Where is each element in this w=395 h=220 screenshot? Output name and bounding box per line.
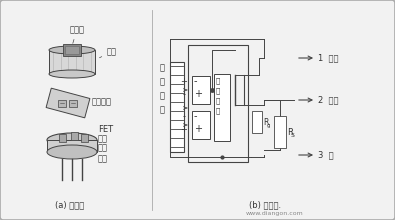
Ellipse shape xyxy=(49,70,95,78)
Text: S: S xyxy=(291,132,295,138)
Bar xyxy=(170,62,184,152)
Text: (b) 电路图.: (b) 电路图. xyxy=(249,200,281,209)
Bar xyxy=(274,116,286,148)
Bar xyxy=(49,50,95,74)
Bar xyxy=(70,132,77,140)
Text: 射: 射 xyxy=(160,105,164,114)
Text: 2  源级: 2 源级 xyxy=(318,95,339,104)
Bar xyxy=(69,99,77,106)
Text: 1  漏级: 1 漏级 xyxy=(318,53,339,62)
Text: 管帽: 管帽 xyxy=(100,47,117,58)
Text: 3  地: 3 地 xyxy=(318,150,334,160)
Ellipse shape xyxy=(47,145,97,159)
Text: +: + xyxy=(194,124,202,134)
Text: 辐: 辐 xyxy=(160,91,164,100)
Text: 高: 高 xyxy=(216,77,220,84)
Text: +: + xyxy=(181,125,188,134)
Text: -: - xyxy=(194,111,198,121)
Text: 值: 值 xyxy=(216,87,220,94)
Text: +: + xyxy=(194,89,202,99)
Text: 管座: 管座 xyxy=(98,134,108,143)
Bar xyxy=(214,74,230,141)
Text: 阻: 阻 xyxy=(216,107,220,114)
Text: +: + xyxy=(181,77,188,86)
Text: FET: FET xyxy=(98,125,113,134)
Text: (a) 结构图: (a) 结构图 xyxy=(55,200,85,209)
Bar xyxy=(58,99,66,106)
Text: 滤光片: 滤光片 xyxy=(70,25,85,43)
Text: 外: 外 xyxy=(160,77,164,86)
Text: 敏感元件: 敏感元件 xyxy=(92,97,112,106)
Text: 电: 电 xyxy=(216,97,220,104)
Bar xyxy=(192,111,210,139)
Bar xyxy=(188,45,248,162)
Text: -: - xyxy=(194,76,198,86)
Text: R: R xyxy=(287,128,293,136)
Bar xyxy=(65,46,79,54)
Ellipse shape xyxy=(49,46,95,54)
Bar xyxy=(58,134,66,142)
Bar xyxy=(63,44,81,56)
Text: www.diangon.com: www.diangon.com xyxy=(246,211,304,216)
Text: 高阻: 高阻 xyxy=(98,143,108,152)
Text: -: - xyxy=(182,112,186,121)
Text: 红: 红 xyxy=(160,63,164,72)
Text: -: - xyxy=(182,90,186,99)
Text: g: g xyxy=(267,123,271,128)
Ellipse shape xyxy=(47,133,97,147)
Bar xyxy=(252,111,262,133)
Bar xyxy=(47,140,97,152)
Bar xyxy=(192,76,210,104)
Text: R: R xyxy=(263,117,268,126)
Text: 引脚: 引脚 xyxy=(98,154,108,163)
Bar xyxy=(81,134,88,142)
Polygon shape xyxy=(46,88,90,118)
